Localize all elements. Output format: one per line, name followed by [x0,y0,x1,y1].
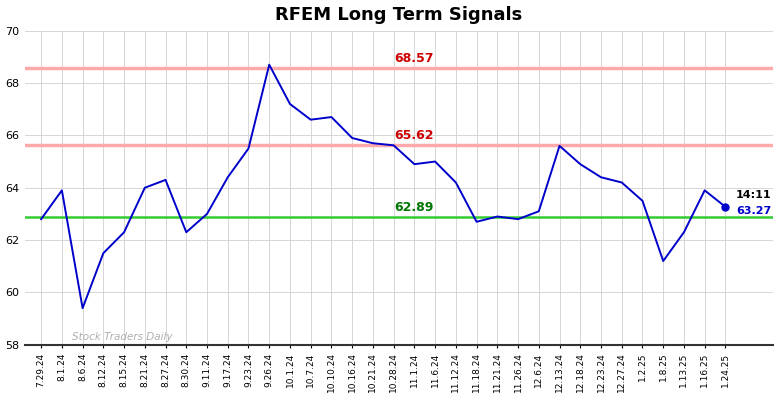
Text: 14:11: 14:11 [736,190,771,200]
Text: 68.57: 68.57 [394,52,434,65]
Title: RFEM Long Term Signals: RFEM Long Term Signals [275,6,522,23]
Text: 62.89: 62.89 [394,201,434,214]
Text: Stock Traders Daily: Stock Traders Daily [72,332,172,342]
Text: 65.62: 65.62 [394,129,434,142]
Text: 63.27: 63.27 [736,206,771,216]
